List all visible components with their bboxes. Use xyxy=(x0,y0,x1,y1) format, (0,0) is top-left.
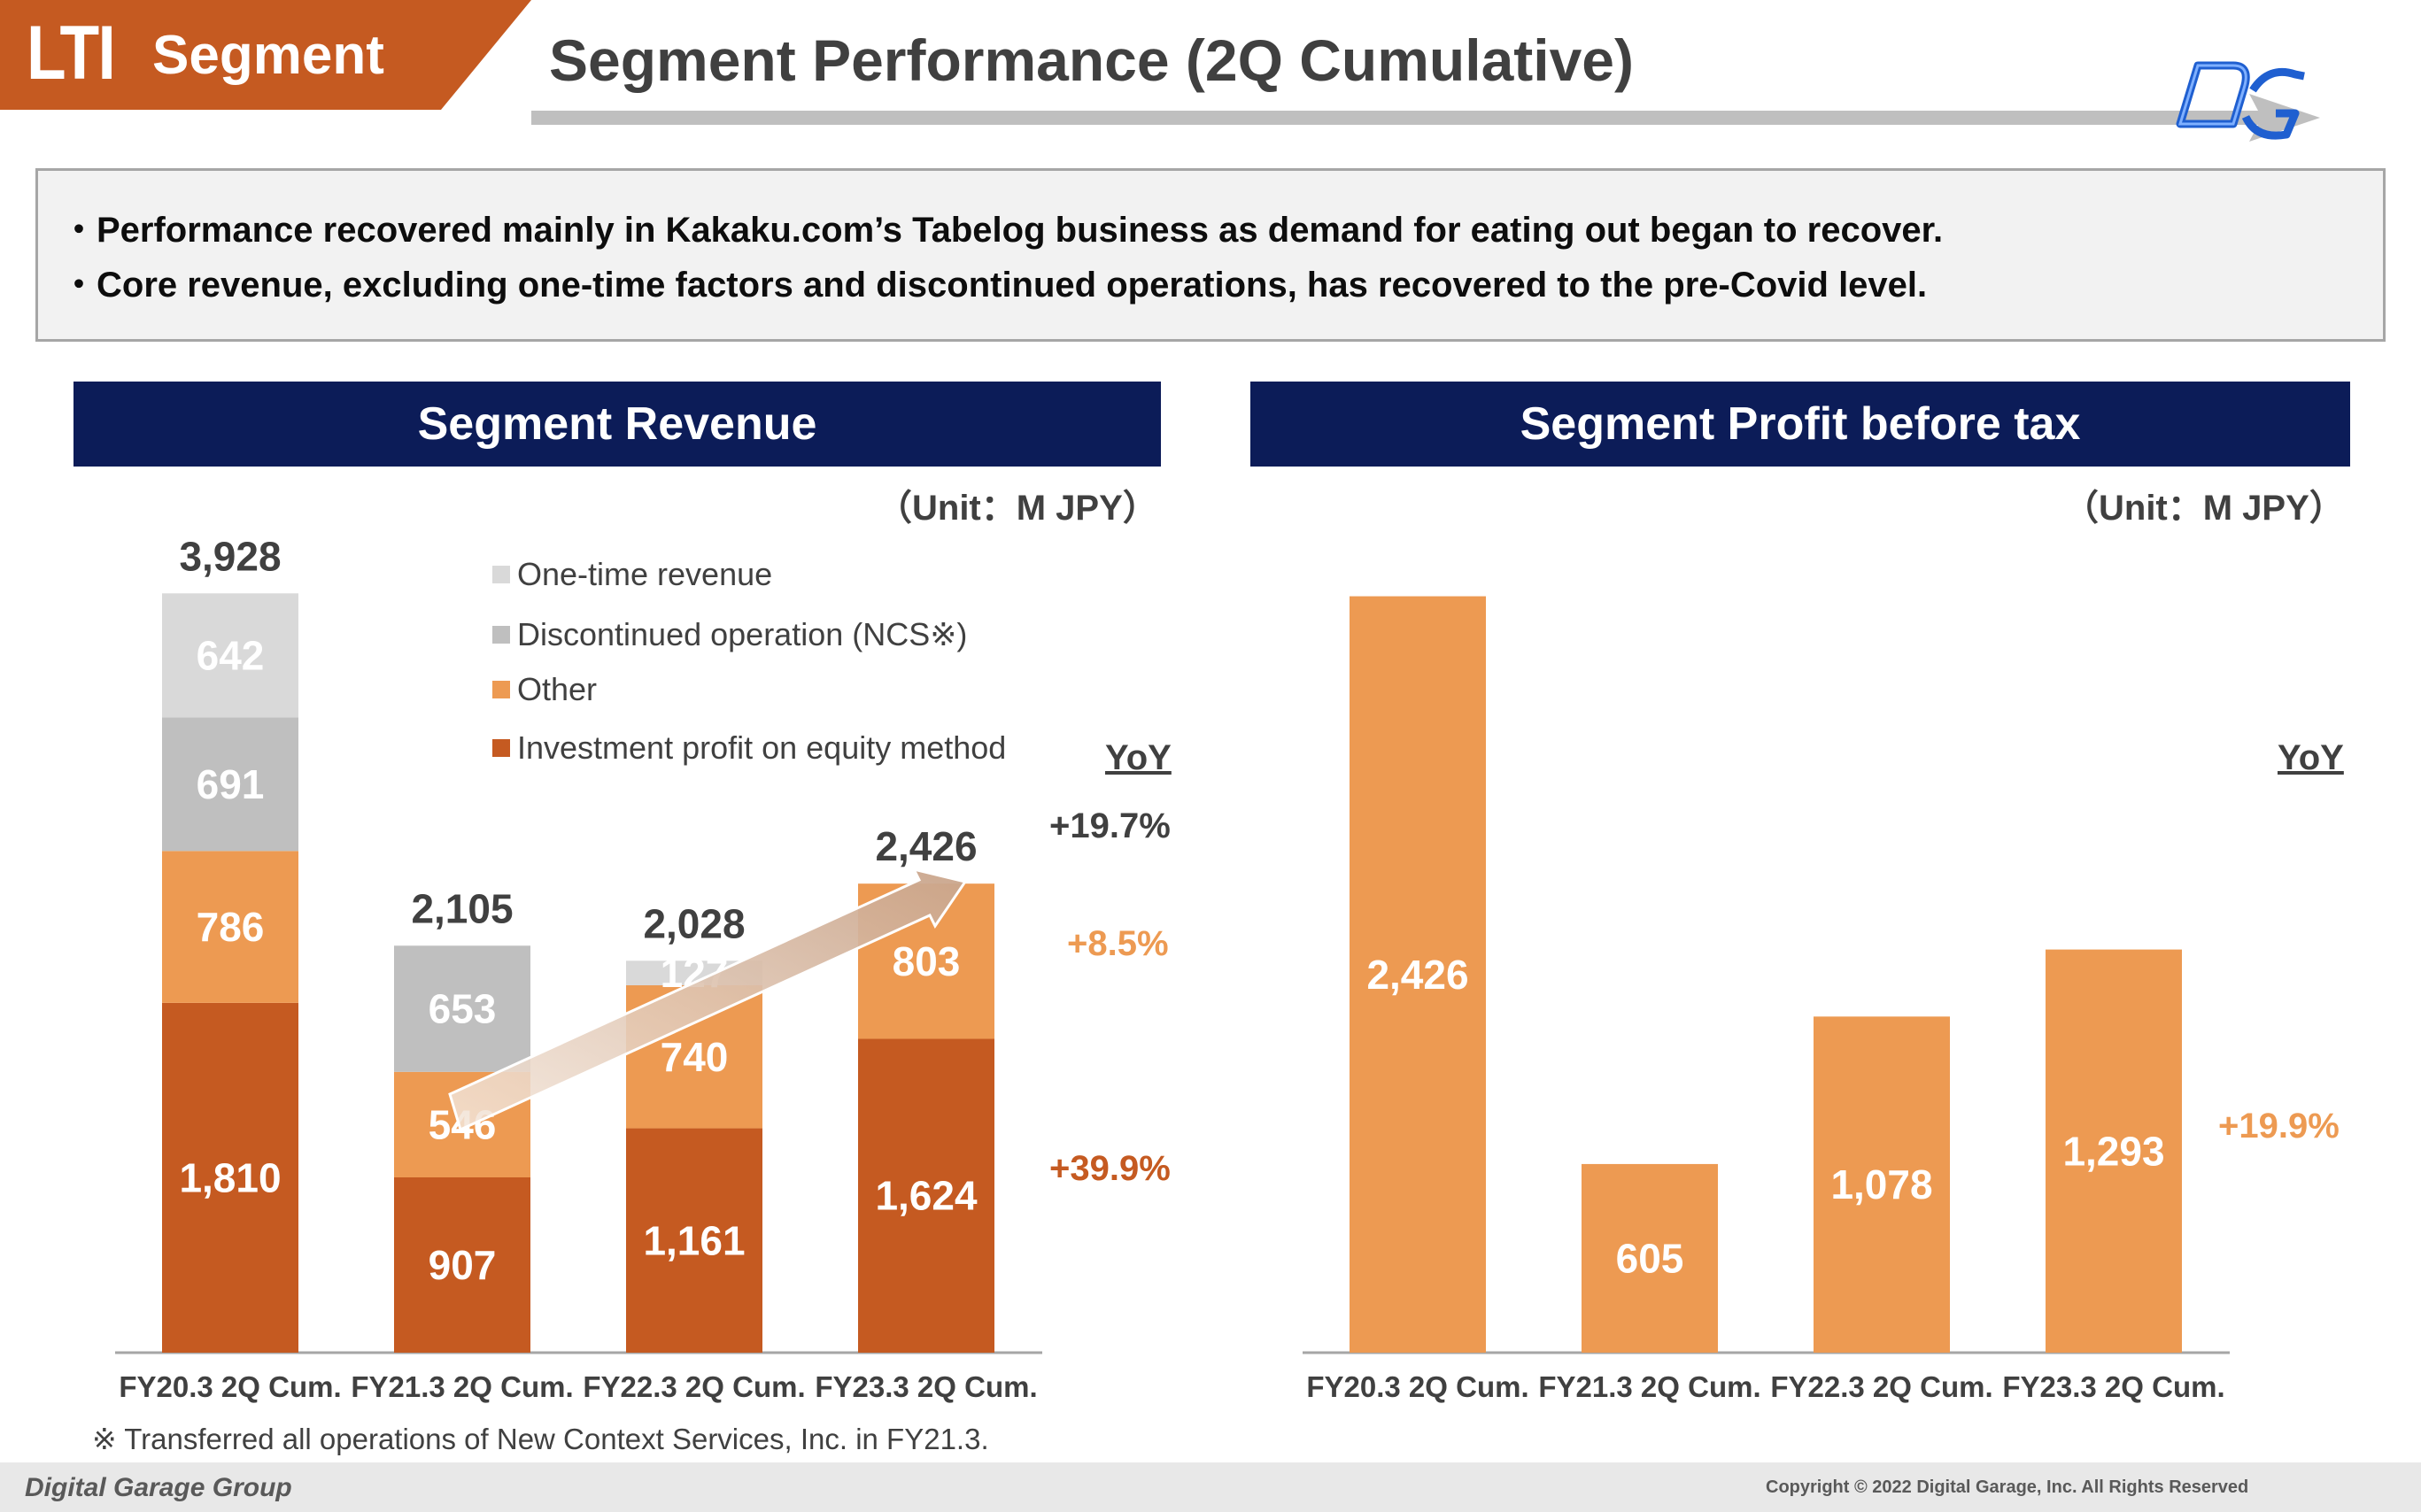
revenue-bar-discontinued-0 xyxy=(162,717,298,852)
legend-item-discontinued: Discontinued operation (NCS※) xyxy=(492,616,967,653)
profit-bar-3 xyxy=(2046,949,2182,1353)
profit-category-label-2: FY22.3 2Q Cum. xyxy=(1770,1370,1992,1403)
revenue-data-label-equity-1: 907 xyxy=(429,1242,497,1288)
footnote: ※ Transferred all operations of New Cont… xyxy=(92,1423,989,1455)
revenue-category-label-3: FY23.3 2Q Cum. xyxy=(815,1370,1037,1403)
digital-garage-logo-icon xyxy=(2176,61,2305,140)
legend-label-discontinued: Discontinued operation (NCS※) xyxy=(517,616,968,652)
revenue-data-label-discontinued-0: 691 xyxy=(197,761,265,807)
profit-category-label-1: FY21.3 2Q Cum. xyxy=(1538,1370,1760,1403)
revenue-data-label-equity-2: 1,161 xyxy=(643,1217,745,1263)
profit-data-label-3: 1,293 xyxy=(2062,1128,2164,1174)
legend-label-one-time: One-time revenue xyxy=(517,556,773,592)
revenue-yoy-equity: +39.9% xyxy=(1049,1149,1171,1188)
segment-tag-label: Segment xyxy=(152,25,384,86)
revenue-data-label-other-0: 786 xyxy=(197,904,265,950)
legend-label-other: Other xyxy=(517,671,598,707)
revenue-total-label-1: 2,105 xyxy=(411,885,513,931)
profit-bar-0 xyxy=(1350,596,1486,1353)
header-divider xyxy=(531,111,2174,125)
revenue-yoy-total: +19.7% xyxy=(1049,806,1171,845)
profit-yoy: +19.9% xyxy=(2218,1107,2340,1146)
legend-swatch-other xyxy=(492,681,510,698)
revenue-bar-discontinued-1 xyxy=(394,945,530,1072)
page-title: Segment Performance (2Q Cumulative) xyxy=(549,27,1634,93)
profit-category-label-0: FY20.3 2Q Cum. xyxy=(1306,1370,1528,1403)
profit-bar-2 xyxy=(1814,1016,1950,1353)
revenue-yoy-header: YoY xyxy=(1105,738,1172,777)
revenue-unit-label: （Unit：M JPY） xyxy=(877,489,1158,528)
legend-item-other: Other xyxy=(492,671,597,708)
legend-label-equity: Investment profit on equity method xyxy=(517,729,1007,766)
profit-bar-1 xyxy=(1582,1163,1718,1353)
revenue-total-label-3: 2,426 xyxy=(875,823,977,869)
revenue-chart-title: Segment Revenue xyxy=(73,382,1161,467)
profit-yoy-header: YoY xyxy=(2278,738,2344,777)
revenue-data-label-discontinued-1: 653 xyxy=(429,986,497,1032)
profit-data-label-2: 1,078 xyxy=(1830,1161,1932,1207)
revenue-data-label-other-3: 803 xyxy=(893,938,961,984)
profit-unit-label: （Unit：M JPY） xyxy=(2063,489,2345,528)
segment-tag-lti: LTI xyxy=(27,11,116,96)
revenue-bar-equity-2 xyxy=(626,1128,762,1353)
legend-item-one-time: One-time revenue xyxy=(492,556,772,593)
profit-category-label-3: FY23.3 2Q Cum. xyxy=(2002,1370,2224,1403)
revenue-yoy-other: +8.5% xyxy=(1067,924,1169,963)
revenue-data-label-other-2: 740 xyxy=(661,1034,729,1080)
revenue-category-label-2: FY22.3 2Q Cum. xyxy=(583,1370,805,1403)
revenue-bar-equity-0 xyxy=(162,1002,298,1353)
growth-trend-arrow xyxy=(448,867,968,1132)
revenue-data-label-one-time-0: 642 xyxy=(197,632,265,678)
revenue-bar-one-time-0 xyxy=(162,593,298,718)
legend-swatch-one-time xyxy=(492,566,510,583)
summary-box: ・Performance recovered mainly in Kakaku.… xyxy=(35,168,2386,342)
summary-line-1: ・Performance recovered mainly in Kakaku.… xyxy=(61,211,1944,250)
revenue-bar-equity-1 xyxy=(394,1177,530,1353)
revenue-bar-equity-3 xyxy=(858,1038,994,1353)
profit-data-label-0: 2,426 xyxy=(1366,952,1468,998)
profit-chart-title: Segment Profit before tax xyxy=(1250,382,2350,467)
footer-bar xyxy=(0,1462,2421,1512)
revenue-data-label-equity-3: 1,624 xyxy=(875,1173,978,1219)
legend-swatch-equity xyxy=(492,739,510,757)
footer-brand: Digital Garage Group xyxy=(25,1473,292,1502)
revenue-total-label-0: 3,928 xyxy=(179,533,281,579)
legend-swatch-discontinued xyxy=(492,626,510,644)
segment-tag-background xyxy=(0,0,531,110)
revenue-category-label-1: FY21.3 2Q Cum. xyxy=(351,1370,573,1403)
revenue-category-label-0: FY20.3 2Q Cum. xyxy=(119,1370,341,1403)
footer-copyright: Copyright © 2022 Digital Garage, Inc. Al… xyxy=(1766,1477,2249,1497)
revenue-bar-other-0 xyxy=(162,851,298,1003)
header-arrow-icon xyxy=(2161,94,2320,142)
profit-data-label-1: 605 xyxy=(1616,1235,1684,1281)
profit-chart: 2,426 FY20.3 2Q Cum. 605 FY21.3 2Q Cum. 1,07… xyxy=(1303,596,2230,1403)
revenue-total-label-2: 2,028 xyxy=(643,900,745,946)
revenue-data-label-equity-0: 1,810 xyxy=(179,1154,281,1200)
summary-line-2: ・Core revenue, excluding one-time factor… xyxy=(61,266,1928,305)
legend-item-equity: Investment profit on equity method xyxy=(492,729,1006,767)
